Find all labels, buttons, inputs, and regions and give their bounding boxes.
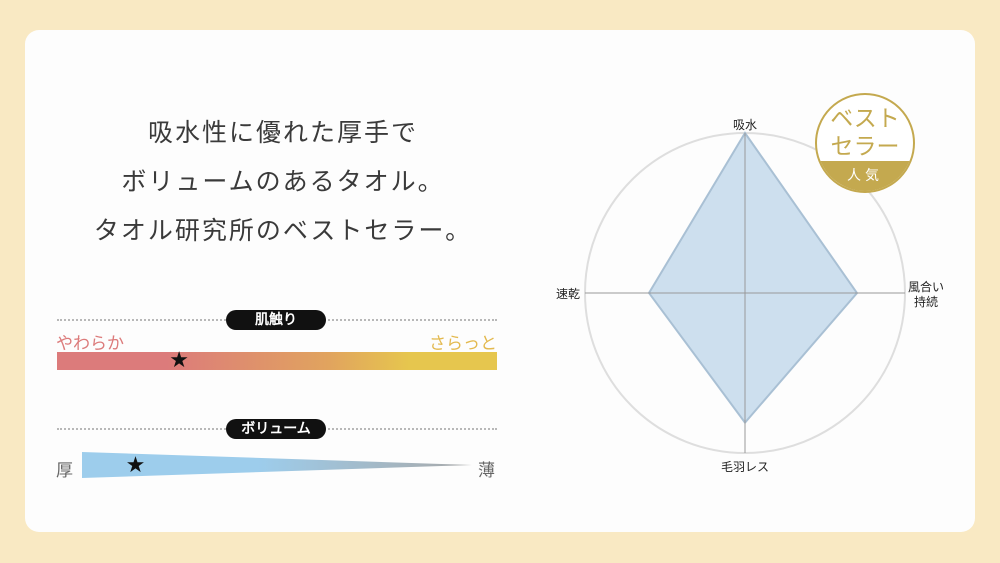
headline-line-1: 吸水性に優れた厚手で [147, 118, 418, 147]
texture-left-label: やわらか [56, 334, 124, 354]
radar-label-top: 吸水 [733, 118, 757, 132]
badge-line-1: ベスト [830, 106, 899, 132]
radar-label-right-1: 風合い [908, 279, 944, 294]
texture-gradient-bar [57, 352, 497, 370]
radar-label-bottom: 毛羽レス [721, 460, 769, 474]
badge-line-2: セラー [831, 134, 900, 160]
volume-wedge [82, 452, 472, 478]
texture-star-marker: ★ [169, 348, 189, 373]
radar-polygon [647, 131, 859, 425]
volume-right-label: 薄 [478, 461, 495, 481]
texture-title: 肌触り [226, 310, 326, 330]
badge-sub: 人気 [847, 168, 883, 184]
volume-title: ボリューム [226, 419, 326, 439]
texture-right-label: さらっと [429, 334, 497, 354]
headline-line-2: ボリュームのあるタオル。 [121, 167, 445, 196]
volume-left-label: 厚 [56, 461, 73, 481]
volume-star-marker: ★ [125, 453, 146, 478]
headline-line-3: タオル研究所のベストセラー。 [93, 216, 473, 245]
radar-label-right-2: 持続 [914, 294, 938, 309]
radar-label-left: 速乾 [556, 287, 580, 301]
